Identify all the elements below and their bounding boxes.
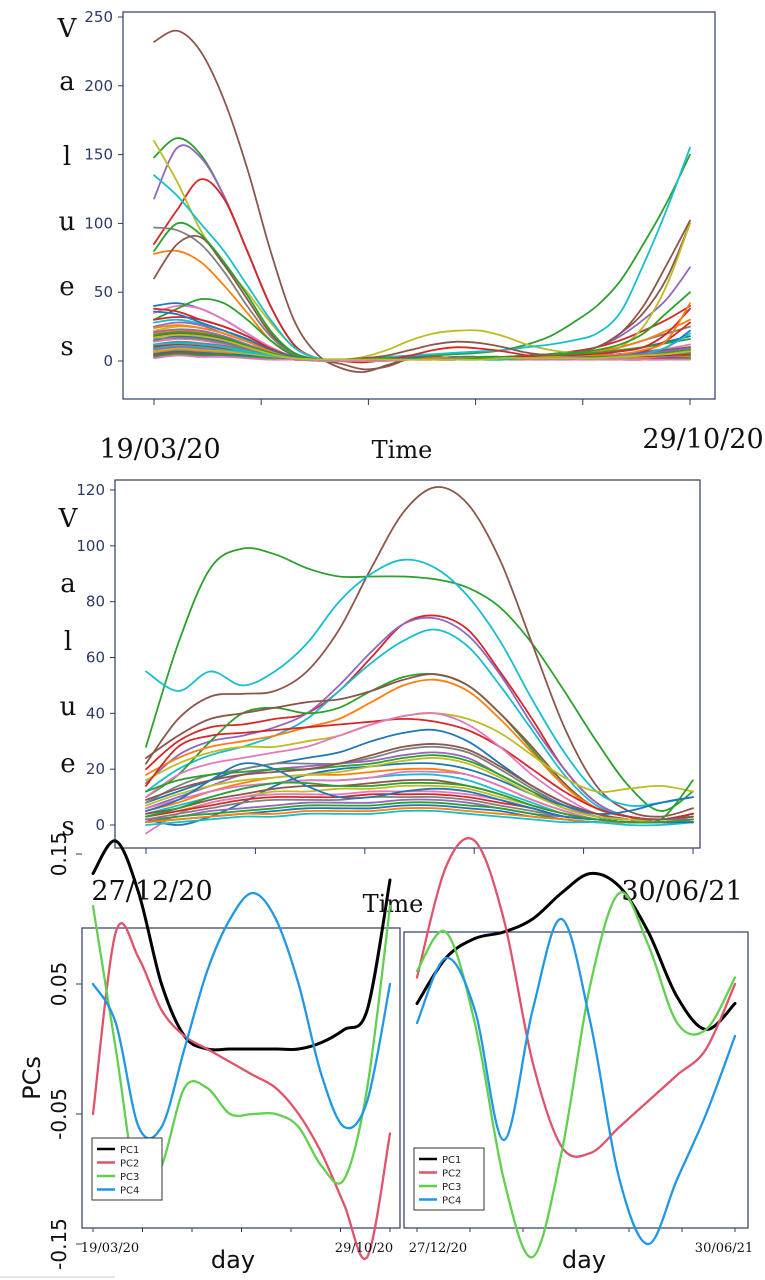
chart-1: 0 50 100 150 200 250 Va l u es 19/03/20 29/10/20 Tim… <box>57 8 764 465</box>
series-line-t30 <box>145 743 694 821</box>
legend-label: PC1 <box>120 1145 139 1156</box>
x-start-label: 27/12/20 <box>409 1241 467 1256</box>
x-axis-label: Time <box>363 890 424 918</box>
series-line-PC2 <box>415 837 737 1158</box>
series-line-t5 <box>145 616 694 821</box>
y-tick-label: 50 <box>94 283 113 301</box>
series-line-s9 <box>153 219 691 371</box>
series-group <box>415 837 737 1259</box>
y-tick-label: 120 <box>76 481 105 499</box>
series-line-s40 <box>153 333 691 361</box>
legend-label: PC4 <box>120 1186 139 1197</box>
x-axis-label: day <box>211 1246 255 1274</box>
legend-label: PC2 <box>442 1169 461 1180</box>
series-line-PC4 <box>415 917 737 1246</box>
legend-label: PC3 <box>442 1182 461 1193</box>
y-tick-label: 60 <box>86 649 105 667</box>
y-tick-label: 0.15 <box>47 832 71 877</box>
legend-label: PC1 <box>442 1155 461 1166</box>
y-tick-label: 100 <box>84 214 113 232</box>
plot-frame <box>122 11 716 400</box>
plot-frame <box>114 479 701 849</box>
y-axis-label-letter: a <box>59 67 75 97</box>
y-axis-label-letter: V <box>57 14 78 44</box>
series-line-t31 <box>145 757 694 824</box>
series-line-PC1 <box>91 839 392 1052</box>
x-axis-label: Time <box>372 436 433 464</box>
series-line-t29 <box>145 809 694 827</box>
x-end-label: 30/06/21 <box>695 1241 753 1256</box>
y-axis-label-letter: V <box>58 504 79 534</box>
series-line-t34 <box>145 781 694 824</box>
pc-panel-1: PC1 PC2 PC3 PC4 19/03/20 29/10/20 day <box>81 839 401 1274</box>
legend-label: PC3 <box>120 1172 139 1183</box>
x-end-label: 29/10/20 <box>335 1241 393 1256</box>
y-axis-label-letter: l <box>63 142 71 172</box>
y-tick-label: 0 <box>103 352 113 370</box>
legend-label: PC4 <box>442 1196 461 1207</box>
y-tick-label: 20 <box>86 760 105 778</box>
y-tick-label: 250 <box>84 8 113 26</box>
y-tick-label: 0 <box>95 816 105 834</box>
series-line-PC2 <box>91 922 392 1261</box>
legend-label: PC2 <box>120 1159 139 1170</box>
pc-y-axis: -0.15 -0.05 0.05 0.15 PCs <box>18 832 82 1270</box>
series-line-t3 <box>145 558 694 807</box>
y-axis-label-letter: u <box>60 692 77 722</box>
y-axis-label-letter: l <box>64 627 72 657</box>
y-axis-label-letter: u <box>59 207 76 237</box>
series-line-s6 <box>153 146 691 361</box>
y-axis-label-letter: e <box>59 272 74 302</box>
legend: PC1 PC2 PC3 PC4 <box>413 1147 485 1211</box>
x-end-label: 29/10/20 <box>642 424 763 455</box>
series-group <box>153 29 691 373</box>
chart-2: 0 20 40 60 80 100 120 Val ue s 27/12/20 30/06/21 Tim… <box>58 479 743 918</box>
pc-panel-2: PC1 PC2 PC3 PC4 27/12/20 30/06/21 day <box>403 837 753 1274</box>
x-axis-label: day <box>562 1246 606 1274</box>
y-axis-label-letter: s <box>60 332 73 362</box>
x-start-label: 27/12/20 <box>91 876 212 907</box>
legend: PC1 PC2 PC3 PC4 <box>91 1137 163 1201</box>
y-tick-label: 40 <box>86 704 105 722</box>
y-tick-label: 200 <box>84 77 113 95</box>
series-group <box>145 486 694 835</box>
y-axis-label: PCs <box>18 1056 46 1100</box>
y-tick-label: -0.05 <box>47 1088 71 1140</box>
series-line-t1 <box>145 547 694 812</box>
series-line-PC4 <box>91 891 392 1140</box>
series-line-PC3 <box>415 891 737 1259</box>
y-axis-label-letter: s <box>61 812 74 842</box>
y-tick-label: -0.15 <box>47 1218 71 1270</box>
series-line-t11 <box>145 717 694 821</box>
series-line-PC1 <box>415 871 737 1031</box>
y-tick-label: 0.05 <box>47 962 71 1007</box>
x-end-label: 30/06/21 <box>621 876 742 907</box>
x-start-label: 19/03/20 <box>99 434 220 465</box>
y-tick-label: 80 <box>86 593 105 611</box>
series-line-t2 <box>145 486 694 818</box>
y-axis-label-letter: a <box>60 569 76 599</box>
y-tick-label: 100 <box>76 537 105 555</box>
y-tick-label: 150 <box>84 146 113 164</box>
y-axis-label-letter: e <box>60 749 75 779</box>
x-start-label: 19/03/20 <box>81 1241 139 1256</box>
